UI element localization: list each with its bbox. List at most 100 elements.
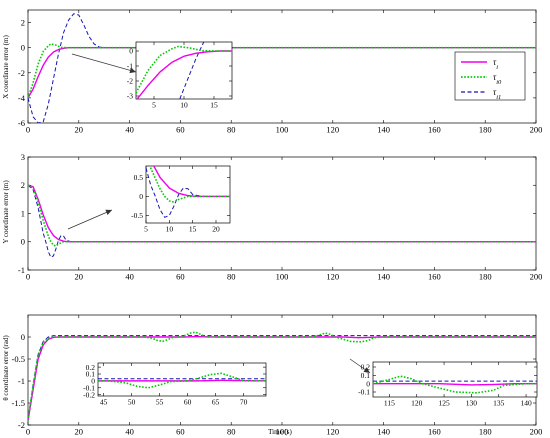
panel3-ytick-label: -0.5 [12, 354, 25, 364]
panel1-frame [27, 9, 537, 124]
panel3-inset2-xtick-label: 115 [384, 399, 395, 408]
panel3-series-dotted [28, 331, 536, 421]
panel2-series-solid [28, 184, 536, 243]
panel3-ylabel: θ coordinate error (rad) [2, 335, 10, 401]
panel1-inset1-axes: 5 10 15 -3 -2 -1 0 [127, 41, 233, 110]
panel1-inset1-ytick-label: -1 [127, 62, 133, 71]
panel1-xtick-label: 100 [276, 125, 289, 135]
legend-label-subscript: i1 [496, 94, 501, 101]
panel3-inset1-ytick-label: -0.1 [83, 383, 95, 392]
panel3-xtick-label: 60 [176, 427, 185, 437]
panel1-ylabel: X coordinate error (m) [2, 35, 10, 99]
legend-box [454, 51, 526, 101]
text-layer: X coordinate error (m) Y coordinate erro… [2, 35, 292, 436]
panel1-inset1-series-group [136, 42, 232, 99]
panel1-series-group [28, 13, 536, 123]
panel1-ytick-label: -6 [18, 118, 25, 128]
panel2-xtick-label: 60 [176, 272, 185, 282]
panel3-inset1-ytick-label: 0 [91, 377, 95, 386]
legend-label-1: τi [493, 57, 498, 71]
panel2-inset1-xtick-label: 10 [166, 225, 174, 234]
panel3-inset1-xtick-label: 60 [184, 398, 192, 407]
panel1-xtick-label: 20 [75, 125, 84, 135]
panel3-series-dashed [28, 335, 536, 421]
panel2-xtick-label: 0 [26, 272, 30, 282]
panel1-inset1-ytick-label: 0 [129, 47, 133, 56]
panel1-xtick-label: 80 [227, 125, 236, 135]
panel1-zoom-arrow [71, 53, 137, 74]
panel3-xtick-label: 200 [530, 427, 543, 437]
panel3-ytick-label: -1 [18, 376, 25, 386]
panel2-ytick-label: 0 [21, 237, 25, 247]
panel3-xtick-label: 0 [26, 427, 30, 437]
panel3-inset2-ytick-label: 0 [366, 379, 370, 388]
panel3-series-group [28, 331, 536, 421]
panel1-inset1-ytick-label: -3 [127, 92, 133, 101]
panel1-xtick-label: 160 [428, 125, 441, 135]
panel2-xtick-label: 40 [125, 272, 134, 282]
panel3-xtick-label: 40 [125, 427, 134, 437]
panel3-zoom-arrow-head [363, 367, 370, 373]
panel2-ytick-label: 2 [21, 180, 25, 190]
panel3-zoom-arrow [349, 358, 371, 374]
panel3-inset2-series-group [373, 375, 537, 394]
panel1-xtick-label: 40 [125, 125, 134, 135]
panel2-zoom-arrow [67, 209, 113, 230]
legend-label-3: τi1 [493, 87, 501, 101]
panel1-xtick-label: 140 [377, 125, 390, 135]
panel2-inset1-ytick-label: 0 [139, 192, 143, 201]
panel3-inset1-xtick-label: 55 [156, 398, 164, 407]
panel3-inset2-series-solid [373, 382, 537, 386]
panel3-ytick-label: -1.5 [12, 398, 25, 408]
panel1-inset1-xtick-label: 5 [152, 101, 156, 110]
panel3-inset1-xtick-label: 70 [240, 398, 248, 407]
panel3-xtick-label: 140 [377, 427, 390, 437]
panel1-inset1-xtick-label: 10 [180, 101, 188, 110]
panel1-ytick-label: 0 [21, 43, 25, 53]
panel1-ytick-label: -2 [18, 68, 25, 78]
panel3-inset1-ytick-label: 0.1 [86, 370, 96, 379]
panel3-inset1-ytick-label: -0.2 [83, 390, 95, 399]
panel3-xtick-label: 180 [479, 427, 492, 437]
panel2-xtick-label: 20 [75, 272, 84, 282]
panel2-zoom-arrow-line [67, 209, 113, 230]
panel3-inset2-ytick-label: -0.1 [358, 388, 370, 397]
panel1-zoom-arrow-line [71, 53, 137, 73]
panel2-xtick-label: 80 [227, 272, 236, 282]
panel2-xtick-label: 160 [428, 272, 441, 282]
panel2-xtick-label: 200 [530, 272, 543, 282]
panel3-inset2-xtick-label: 140 [520, 399, 532, 408]
panel2-ytick-label: 1 [21, 208, 25, 218]
panel2-ylabel: Y coordinate error (m) [2, 180, 10, 244]
panel3-xtick-label: 100 [276, 427, 289, 437]
panel2-xtick-label: 120 [326, 272, 339, 282]
panel1-xtick-label: 120 [326, 125, 339, 135]
panel2-inset1-series-group [146, 166, 230, 218]
panel3-ytick-label: -2 [18, 420, 25, 430]
panel2-inset1-frame [145, 165, 231, 224]
panel1-series-dotted [28, 43, 536, 99]
panel2-xtick-label: 140 [377, 272, 390, 282]
panel1-xtick-label: 200 [530, 125, 543, 135]
panel3-inset2-xtick-label: 125 [438, 399, 450, 408]
panel3-inset2-frame [372, 361, 538, 398]
panel1-inset1-series-dotted [136, 45, 232, 94]
panel1-zoom-arrow-head [129, 67, 136, 74]
panel2-series-group [28, 184, 536, 258]
panel2-frame [27, 156, 537, 271]
panel3-xtick-label: 160 [428, 427, 441, 437]
panel3-xtick-label: 20 [75, 427, 84, 437]
panel1-inset1-xtick-label: 15 [210, 101, 218, 110]
panel2-ytick-label: -1 [18, 265, 25, 275]
panel3-xtick-label: 80 [227, 427, 236, 437]
panel1-xtick-label: 60 [176, 125, 185, 135]
panel2-ytick-label: 3 [21, 152, 25, 162]
panel2-inset1-series-dotted [149, 166, 230, 203]
panel2-xtick-label: 180 [479, 272, 492, 282]
panel2-zoom-arrow-head [105, 209, 112, 215]
panel3-inset2-ytick-label: 0.1 [361, 371, 371, 380]
